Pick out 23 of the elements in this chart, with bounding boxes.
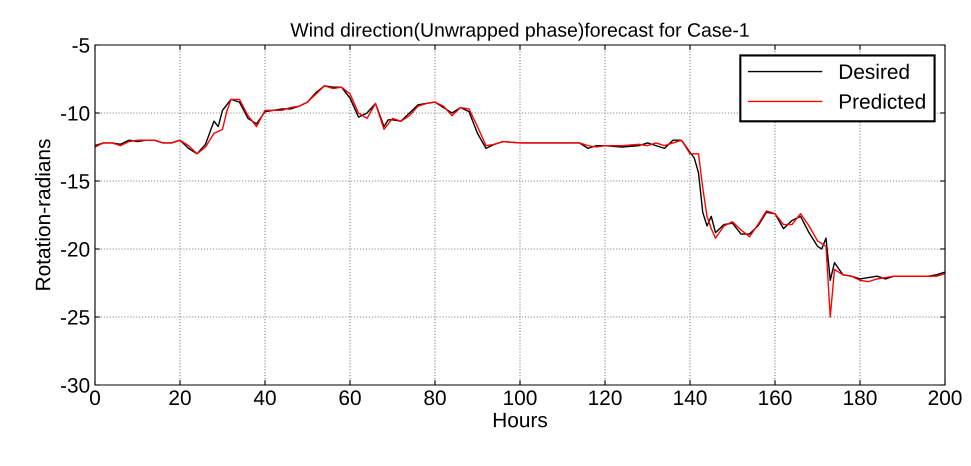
legend-label: Desired	[840, 64, 909, 80]
x-tick-label: 180	[844, 390, 877, 406]
x-tick-label: 140	[674, 390, 707, 406]
y-tick-label: -30	[60, 378, 90, 393]
y-tick-label: -10	[60, 106, 90, 121]
x-tick-label: 200	[928, 390, 962, 406]
x-tick-label: 80	[424, 390, 446, 406]
y-axis-title: Rotation-radians	[35, 139, 50, 290]
chart-title: Wind direction(Unwrapped phase)forecast for Case-1	[290, 22, 749, 41]
y-tick-label: -5	[72, 38, 90, 53]
x-tick-label: 100	[504, 390, 537, 406]
x-tick-label: 40	[254, 390, 276, 406]
x-tick-label: 20	[169, 390, 191, 406]
legend-label: Predicted	[840, 94, 925, 109]
x-axis-title: Hours	[494, 412, 548, 428]
x-tick-label: 160	[759, 390, 792, 406]
x-tick-label: 120	[589, 390, 622, 406]
x-tick-label: 0	[90, 390, 100, 406]
y-tick-label: -20	[60, 242, 90, 257]
y-tick-label: -25	[60, 310, 90, 325]
y-tick-label: -15	[60, 174, 90, 189]
line-series	[95, 85, 945, 318]
x-tick-label: 60	[339, 390, 361, 406]
